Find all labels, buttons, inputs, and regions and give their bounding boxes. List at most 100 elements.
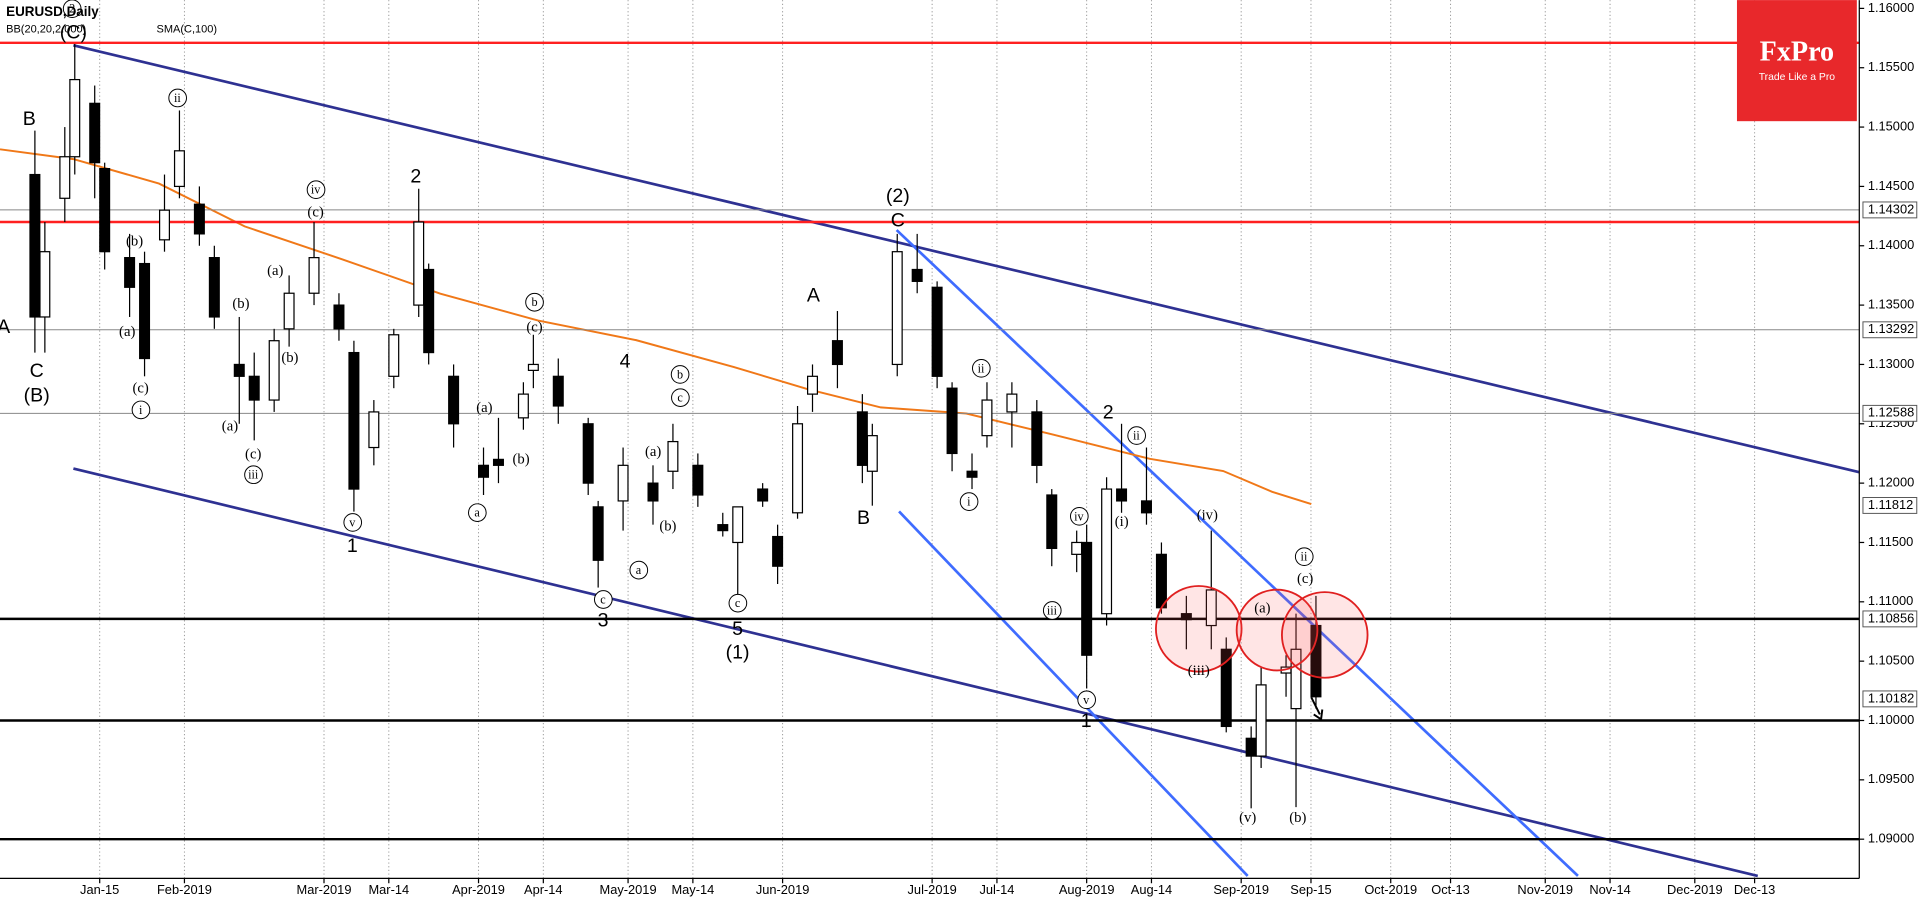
wave-label: (b) — [1289, 810, 1306, 826]
candle-body — [173, 150, 185, 188]
candle-body — [582, 423, 594, 484]
x-tick-label: Aug-2019 — [1059, 882, 1115, 897]
wave-label: (b) — [281, 350, 298, 366]
x-tick-label: Jul-2019 — [908, 882, 957, 897]
candle-body — [448, 375, 460, 425]
candle-body — [1245, 737, 1257, 757]
trend-line — [73, 44, 1860, 474]
wave-circle — [594, 590, 613, 609]
candle-body — [308, 257, 320, 294]
candle-body — [1310, 624, 1322, 698]
y-tick-label: 1.09000 — [1868, 831, 1914, 846]
x-tick-label: Jun-2019 — [756, 882, 810, 897]
candle-body — [248, 375, 260, 401]
candle-body — [732, 506, 744, 544]
level-label: 1.10856 — [1868, 610, 1914, 625]
candle-body — [617, 464, 629, 502]
wave-label: (a) — [267, 263, 283, 279]
candle-body — [667, 440, 679, 472]
wave-label: (c) — [245, 446, 261, 462]
x-tick-label: May-14 — [671, 882, 714, 897]
x-tick-label: Jan-15 — [80, 882, 119, 897]
wave-label: 5 — [732, 618, 743, 640]
candle-body — [368, 411, 380, 449]
x-tick-label: Nov-14 — [1589, 882, 1630, 897]
candle-body — [717, 524, 729, 532]
candle-body — [1140, 500, 1152, 514]
wave-circle — [306, 180, 326, 200]
candle-body — [981, 399, 993, 437]
wave-label: ii — [174, 91, 181, 105]
candle-body — [946, 387, 958, 455]
wave-label: c — [735, 596, 741, 610]
level-box — [1862, 201, 1918, 219]
x-tick-label: Dec-13 — [1734, 882, 1775, 897]
wave-label: (v) — [1239, 810, 1256, 826]
candle-body — [1071, 541, 1083, 555]
candle-body — [348, 351, 360, 490]
candle-body — [333, 304, 345, 330]
level-label: 1.10182 — [1868, 690, 1914, 705]
candle-body — [1006, 393, 1018, 413]
trend-line — [898, 510, 1249, 877]
candle-body — [1046, 494, 1058, 550]
candle-body — [124, 257, 136, 288]
wave-label: iii — [248, 468, 259, 482]
wave-label: 4 — [620, 350, 631, 372]
wave-circle — [244, 465, 263, 485]
y-tick-label: 1.12000 — [1868, 475, 1914, 490]
candle-body — [1101, 488, 1113, 615]
candle-body — [891, 251, 903, 366]
wave-label: 3 — [598, 610, 609, 632]
wave-label: (a) — [645, 444, 661, 460]
wave-label: (b) — [232, 296, 249, 312]
wave-label: 1 — [1081, 710, 1092, 732]
candle-body — [139, 262, 151, 360]
wave-label: (a) — [119, 324, 135, 340]
wave-label: iv — [311, 183, 321, 197]
wave-label: ii — [1133, 429, 1140, 443]
wave-label: (iv) — [1197, 508, 1218, 524]
chart-title: EURUSD,Daily — [6, 4, 99, 19]
trend-line — [895, 229, 1579, 877]
candle-body — [831, 340, 843, 366]
arrow — [1310, 696, 1324, 722]
wave-circle — [1069, 506, 1089, 526]
candle-body — [99, 168, 111, 253]
wave-label: (c) — [526, 319, 542, 335]
x-tick-label: Sep-15 — [1290, 882, 1331, 897]
level-label: 1.14302 — [1868, 201, 1914, 216]
candle-body — [792, 423, 804, 514]
candle-body — [89, 102, 101, 164]
candle-body — [1255, 684, 1267, 757]
x-tick-label: Apr-14 — [524, 882, 563, 897]
trend-line — [73, 467, 1759, 878]
wave-circle — [670, 365, 690, 384]
candle-body — [1031, 411, 1043, 466]
wave-label: (c) — [307, 204, 323, 220]
wave-circle — [728, 593, 748, 613]
indicator-label: SMA(C,100) — [157, 23, 218, 35]
wave-label: A — [807, 284, 821, 306]
wave-label: C — [891, 210, 905, 232]
wave-label: (a) — [222, 418, 238, 434]
candle-body — [647, 482, 659, 502]
wave-label: i — [967, 495, 971, 509]
candle-body — [806, 375, 819, 395]
highlight-circle — [1281, 591, 1369, 679]
candle-body — [39, 251, 51, 318]
wave-label: ii — [1301, 550, 1308, 564]
wave-label: c — [677, 391, 683, 405]
candle-body — [966, 470, 978, 478]
highlight-circle — [1235, 588, 1319, 672]
wave-label: (b) — [126, 234, 143, 250]
y-tick-label: 1.11000 — [1868, 593, 1913, 608]
wave-label: (c) — [1297, 571, 1313, 587]
x-tick-label: Mar-2019 — [297, 882, 352, 897]
candle-body — [69, 78, 81, 158]
candle-body — [59, 156, 71, 199]
x-tick-label: May-2019 — [600, 882, 657, 897]
sma-line — [0, 148, 1312, 505]
